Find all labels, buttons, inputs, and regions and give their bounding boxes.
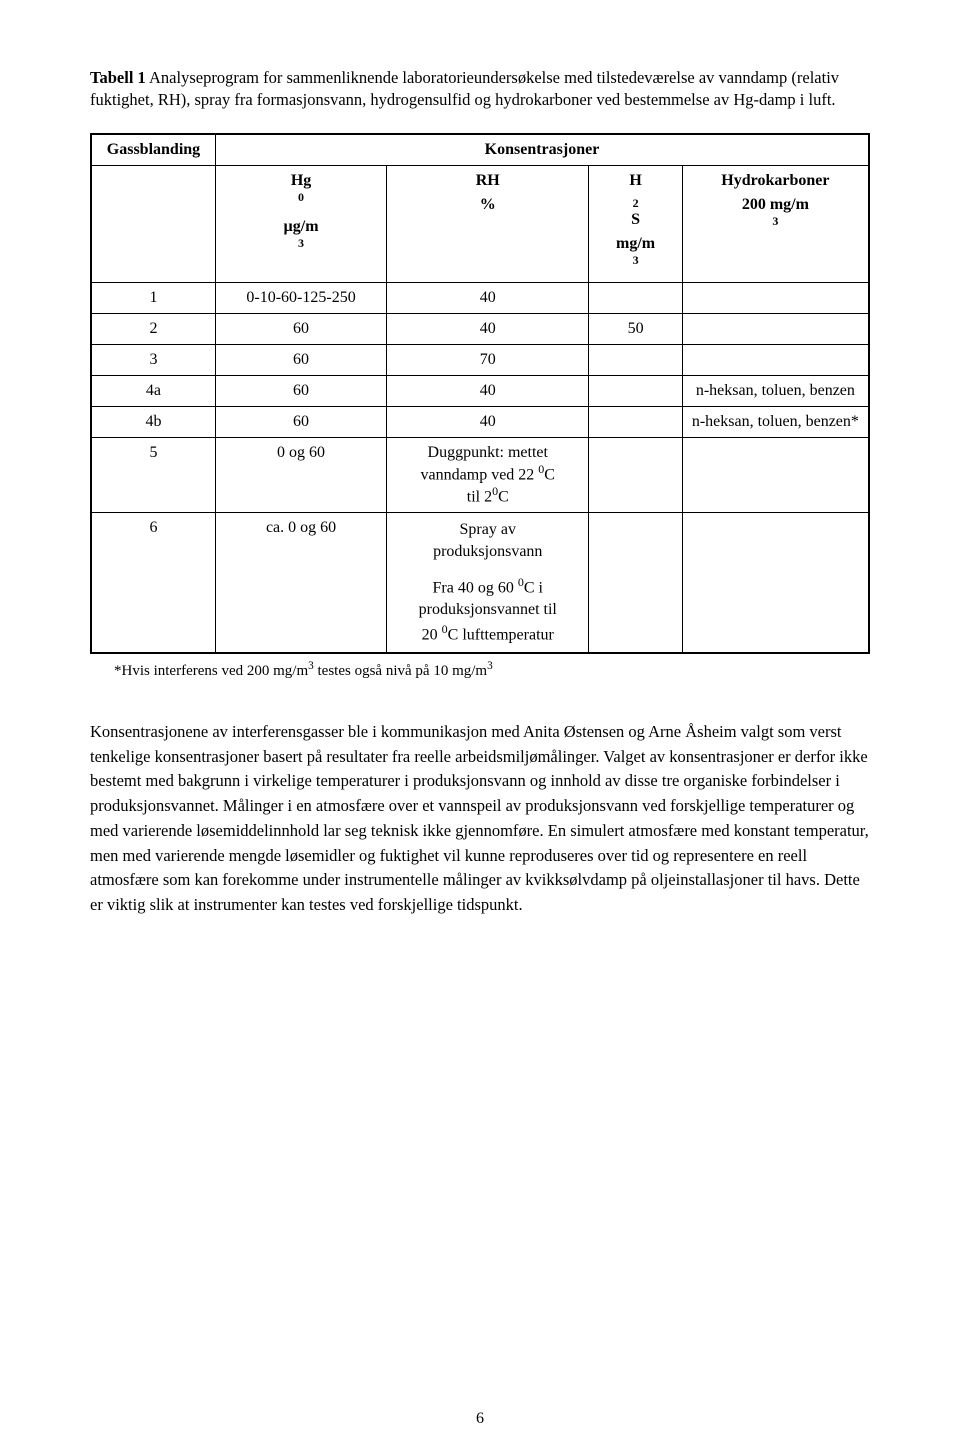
row5-c4: [589, 438, 681, 450]
table-header-row-1: Gassblanding Konsentrasjoner: [91, 134, 869, 166]
caption-text: Analyseprogram for sammenliknende labora…: [90, 68, 839, 109]
row-c4: [589, 283, 681, 295]
gas-label: Gassblanding: [92, 135, 215, 165]
row5-c3: Duggpunkt: mettet vanndamp ved 22 0C til…: [387, 438, 588, 513]
row-c5: [683, 314, 868, 326]
row-c3: 40: [387, 407, 588, 437]
row-id: 1: [92, 283, 215, 313]
row5-id: 5: [92, 438, 215, 468]
row6-c3: Spray av produksjonsvann Fra 40 og 60 0C…: [387, 513, 588, 652]
row-c3: 40: [387, 314, 588, 344]
rh-bot: %: [480, 196, 496, 214]
row-c3: 40: [387, 283, 588, 313]
hg-top: Hg0: [291, 172, 311, 212]
row6-c3-l3: Fra 40 og 60 0C i: [395, 574, 580, 599]
rh-top: RH: [476, 172, 500, 190]
row6-c3-l1: Spray av: [395, 519, 580, 541]
col-gassblanding: Gassblanding: [91, 134, 215, 166]
table-caption: Tabell 1 Analyseprogram for sammenliknen…: [90, 67, 870, 112]
row-id: 4b: [92, 407, 215, 437]
table-row: 3 60 70: [91, 344, 869, 375]
row5-c2: 0 og 60: [216, 438, 386, 468]
row5-c5: [683, 438, 868, 450]
subhead-rh: RH %: [387, 166, 589, 283]
table-row: 4a 60 40 n-heksan, toluen, benzen: [91, 375, 869, 406]
page: Tabell 1 Analyseprogram for sammenliknen…: [0, 0, 960, 1456]
row-c3: 70: [387, 345, 588, 375]
body-paragraph: Konsentrasjonene av interferensgasser bl…: [90, 720, 870, 918]
caption-lead: Tabell 1: [90, 68, 146, 87]
row6-id: 6: [92, 513, 215, 543]
table-row-6: 6 ca. 0 og 60 Spray av produksjonsvann F…: [91, 513, 869, 653]
row-c5: [683, 283, 868, 295]
row-c2: 0-10-60-125-250: [216, 283, 386, 313]
h2s-bot: mg/m3: [616, 235, 655, 275]
row-c5: n-heksan, toluen, benzen: [683, 376, 868, 406]
row6-c2: ca. 0 og 60: [216, 513, 386, 543]
row-c2: 60: [216, 314, 386, 344]
subhead-h2s: H2S mg/m3: [589, 166, 682, 283]
row-c2: 60: [216, 345, 386, 375]
h2s-top: H2S: [629, 172, 641, 229]
cons-label: Konsentrasjoner: [216, 135, 868, 165]
row-id: 4a: [92, 376, 215, 406]
subhead-hc: Hydrokarboner 200 mg/m3: [682, 166, 869, 283]
row6-c5: [683, 513, 868, 525]
table-header-row-2: Hg0 µg/m3 RH % H2S mg/m3 Hydrokarboner: [91, 166, 869, 283]
row6-c3-l2: produksjonsvann: [395, 541, 580, 563]
col-konsentrasjoner: Konsentrasjoner: [215, 134, 869, 166]
row5-c3-l3: til 20C: [395, 484, 580, 506]
hg-bot: µg/m3: [284, 218, 319, 258]
row-c4: [589, 345, 681, 357]
row6-c3-l4: produksjonsvannet til: [395, 599, 580, 621]
row5-c3-l2: vanndamp ved 22 0C: [395, 462, 580, 484]
row-id: 3: [92, 345, 215, 375]
row-c5: [683, 345, 868, 357]
row6-c4: [589, 513, 681, 525]
table-row: 4b 60 40 n-heksan, toluen, benzen*: [91, 406, 869, 437]
row-id: 2: [92, 314, 215, 344]
subhead-hg: Hg0 µg/m3: [215, 166, 386, 283]
hc-top: Hydrokarboner: [721, 172, 829, 190]
row6-c3-l5: 20 0C lufttemperatur: [395, 621, 580, 646]
table-footnote: *Hvis interferens ved 200 mg/m3 testes o…: [90, 660, 870, 680]
table-row: 1 0-10-60-125-250 40: [91, 282, 869, 313]
table-row-5: 5 0 og 60 Duggpunkt: mettet vanndamp ved…: [91, 437, 869, 513]
row-c4: [589, 407, 681, 419]
row-c4: [589, 376, 681, 388]
row-c2: 60: [216, 376, 386, 406]
table-row: 2 60 40 50: [91, 313, 869, 344]
row-c3: 40: [387, 376, 588, 406]
hc-bot: 200 mg/m3: [742, 196, 809, 236]
data-table: Gassblanding Konsentrasjoner Hg0 µg/m3 R…: [90, 133, 870, 654]
row-c5: n-heksan, toluen, benzen*: [683, 407, 868, 437]
row6-spacer: [395, 562, 580, 574]
row-c2: 60: [216, 407, 386, 437]
page-number: 6: [0, 1410, 960, 1428]
row-c4: 50: [589, 314, 681, 344]
subhead-empty: [91, 166, 215, 283]
row5-c3-l1: Duggpunkt: mettet: [395, 444, 580, 462]
